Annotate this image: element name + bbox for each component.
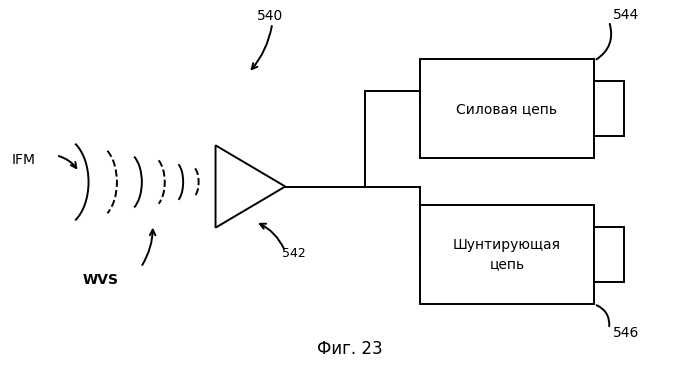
Text: 540: 540 <box>257 9 283 23</box>
Text: 542: 542 <box>282 247 306 260</box>
Text: Шунтирующая
цепь: Шунтирующая цепь <box>453 238 561 271</box>
Text: Силовая цепь: Силовая цепь <box>456 101 557 116</box>
Text: WVS: WVS <box>83 273 119 287</box>
Bar <box>419 205 594 304</box>
Bar <box>419 59 594 158</box>
Bar <box>594 81 624 136</box>
Text: IFM: IFM <box>11 153 36 167</box>
Text: 546: 546 <box>613 326 640 340</box>
Bar <box>594 227 624 282</box>
Text: Фиг. 23: Фиг. 23 <box>317 340 383 358</box>
Text: 544: 544 <box>613 8 639 22</box>
